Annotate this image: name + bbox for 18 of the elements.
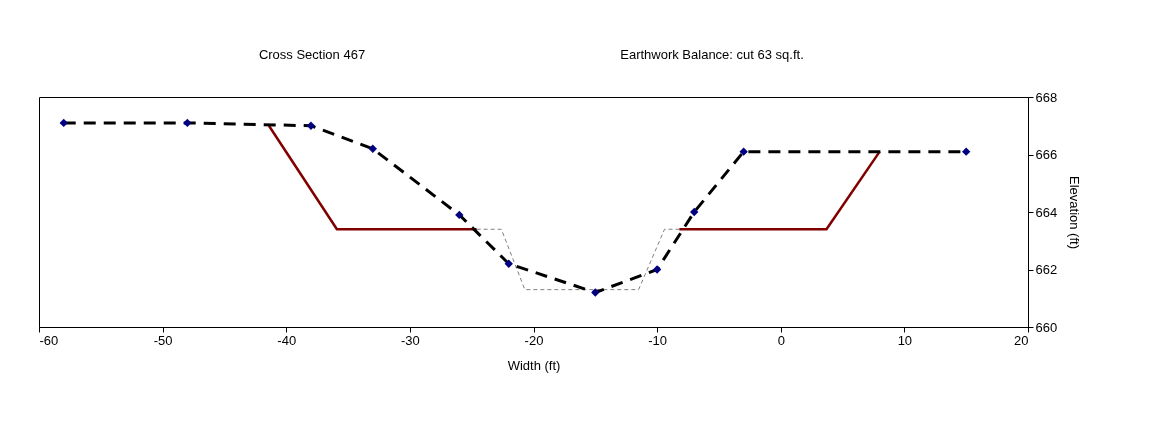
text: Earthwork Balance: cut 63 sq.ft. — [620, 47, 804, 62]
x-tick-label: -60 — [39, 332, 59, 348]
y-axis-title: Elevation (ft) — [1067, 176, 1083, 249]
x-tick-label: -30 — [400, 332, 420, 348]
x-tick-label: -40 — [277, 332, 297, 348]
x-tick-label: 20 — [1014, 332, 1029, 348]
x-axis-title: Width (ft) — [507, 357, 561, 373]
x-tick-label: 0 — [777, 332, 785, 348]
x-tick-label: -50 — [153, 332, 173, 348]
y-tick-label: 662 — [1035, 262, 1058, 277]
y-tick-label: 666 — [1035, 147, 1058, 162]
y-tick-label: 660 — [1035, 319, 1058, 335]
x-tick-label: -20 — [524, 332, 544, 348]
x-tick-label: -10 — [648, 332, 668, 348]
chart-title: Cross Section 467 — [258, 47, 366, 62]
x-tick-label: 10 — [897, 332, 913, 348]
y-tick-label: 664 — [1035, 204, 1058, 220]
y-tick-label: 668 — [1035, 89, 1058, 105]
